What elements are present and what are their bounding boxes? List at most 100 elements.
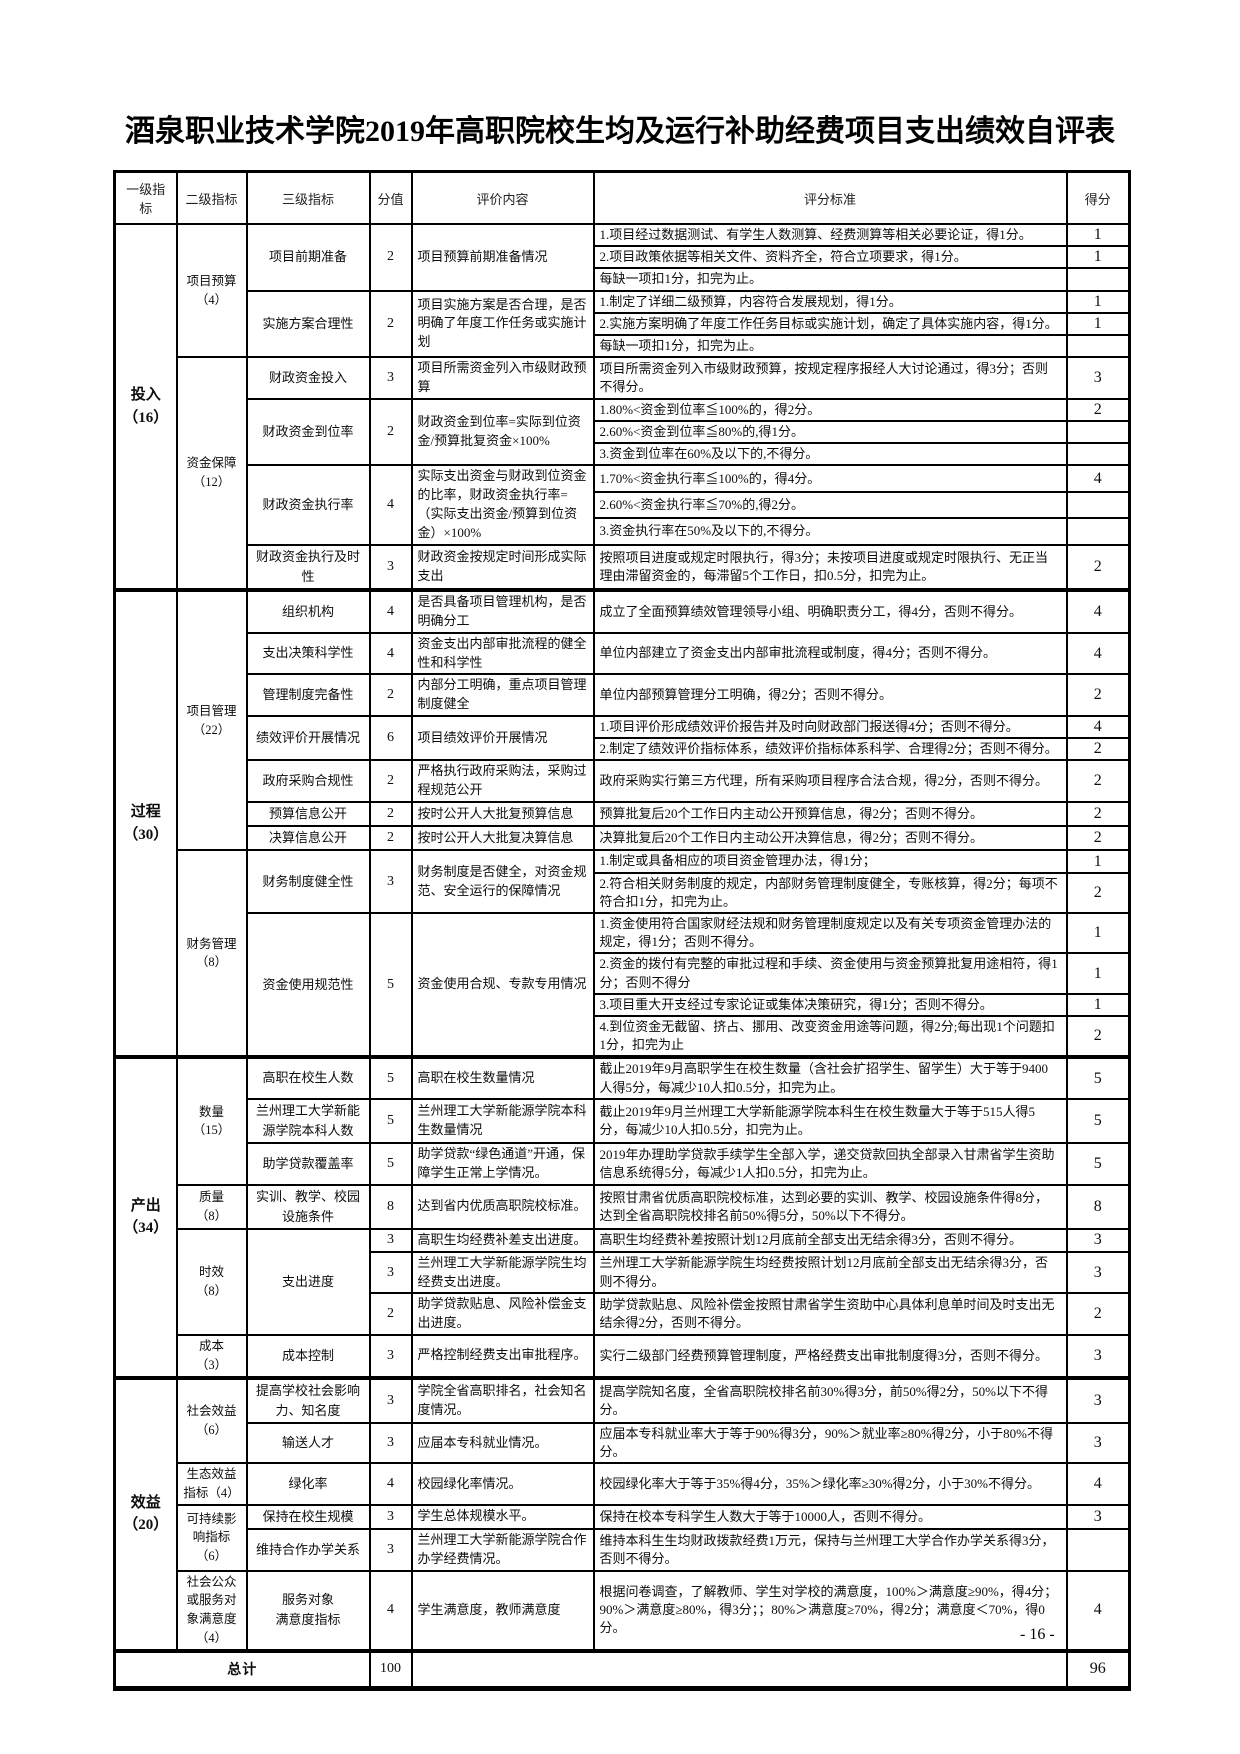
- cell: 2: [1065, 1292, 1131, 1337]
- cell: 单位内部预算管理分工明确，得2分；否则不得分。: [592, 673, 1068, 718]
- cell: 达到省内优质高职院校标准。: [410, 1183, 595, 1230]
- cell: 兰州理工大学新能源学院本科人数: [245, 1097, 371, 1144]
- cell: 2: [1065, 801, 1131, 828]
- cell: 成本 （3）: [175, 1334, 248, 1379]
- cell: 单位内部建立了资金支出内部审批流程或制度，得4分；否则不得分。: [592, 631, 1068, 676]
- table-row: 2.符合相关财务制度的规定，内部财务管理制度健全，专账核算，得2分；每项不符合扣…: [115, 871, 1131, 915]
- table-row: 政府采购合规性 2 严格执行政府采购法，采购过程规范公开 政府采购实行第三方代理，所有…: [115, 759, 1131, 804]
- cell: 2.项目政策依据等相关文件、资料齐全，符合立项要求，得1分。: [592, 245, 1068, 270]
- cell: 决算信息公开: [245, 825, 371, 852]
- cell: 5: [368, 911, 413, 1059]
- cell: 财政资金执行及时性: [245, 543, 371, 592]
- cell: 生态效益指标（4）: [175, 1462, 248, 1506]
- table-row: 财务管理（8） 财务制度健全性 3 财务制度是否健全，对资金规范、安全运行的保障情况 1…: [115, 849, 1131, 1059]
- column-header: 评价内容: [410, 170, 595, 225]
- column-header: 得分: [1065, 170, 1131, 225]
- table-row: 2.实施方案明确了年度工作任务目标或实施计划，确定了具体实施内容，得1分。 1: [115, 311, 1131, 336]
- cell: 按时公开人大批复预算信息: [410, 801, 595, 828]
- table-row: 2.60%<资金到位率≦80%的,得1分。: [115, 419, 1131, 445]
- cell: 3: [1065, 1250, 1131, 1295]
- cell: 兰州理工大学新能源学院本科生数量情况: [410, 1097, 595, 1144]
- cell: 管理制度完备性: [245, 673, 371, 718]
- table-row: 产出 （34） 数量 （15） 高职在校生人数 5 高职在校生数量情况 截止2019年9月…: [113, 1055, 1131, 1379]
- page-title: 酒泉职业技术学院2019年高职院校生均及运行补助经费项目支出绩效自评表: [125, 115, 1115, 148]
- column-header: 二级指标: [175, 170, 248, 225]
- table-row: 助学贷款覆盖率 5 助学贷款“绿色通道”开通，保障学生正常上学情况。 2019年办理助…: [115, 1141, 1131, 1186]
- cell: 支出进度: [245, 1227, 371, 1337]
- cell: 每缺一项扣1分，扣完为止。: [592, 267, 1068, 292]
- cell: 项目预算前期准备情况: [410, 223, 595, 292]
- cell: 96: [1065, 1648, 1131, 1690]
- cell: 4: [368, 631, 413, 676]
- cell: 3: [368, 1375, 413, 1424]
- cell: 预算批复后20个工作日内主动公开预算信息，得2分；否则不得分。: [592, 801, 1068, 828]
- cell: 学生总体规模水平。: [410, 1503, 595, 1530]
- cell: 8: [368, 1183, 413, 1230]
- cell: 4: [368, 464, 413, 546]
- cell: 助学贷款“绿色通道”开通，保障学生正常上学情况。: [410, 1141, 595, 1186]
- cell: 校园绿化率大于等于35%得4分，35%＞绿化率≥30%得2分，小于30%不得分。: [592, 1462, 1068, 1506]
- cell: 3: [368, 849, 413, 914]
- cell: 3: [1065, 1421, 1131, 1465]
- table-row: 生态效益指标（4） 绿化率 4 校园绿化率情况。 校园绿化率大于等于35%得4分，35%…: [115, 1462, 1131, 1506]
- cell: 效益 （20）: [113, 1375, 178, 1652]
- cell: 3.项目重大开支经过专家论证或集体决策研究，得1分；否则不得分。: [592, 992, 1068, 1017]
- table-row: 过程 （30） 项目管理 （22） 组织机构 4 是否具备项目管理机构，是否明确分工 成立…: [113, 588, 1131, 1059]
- cell: 1.项目经过数据测试、有学生人数测算、经费测算等相关必要论证，得1分。: [592, 222, 1068, 248]
- cell: 过程 （30）: [113, 588, 178, 1059]
- table-row: 支出决策科学性 4 资金支出内部审批流程的健全性和科学性 单位内部建立了资金支出内部审…: [115, 631, 1131, 676]
- table-header: 一级指标 二级指标 三级指标 分值 评价内容 评分标准 得分: [113, 170, 1131, 225]
- table-row: 时效 （8） 支出进度 3 高职生均经费补差支出进度。 高职生均经费补差按照计划12月底…: [115, 1227, 1131, 1337]
- cell: 实训、教学、校园设施条件: [245, 1183, 371, 1230]
- cell: 实施方案合理性: [245, 289, 371, 359]
- cell: 资金使用规范性: [245, 911, 371, 1059]
- cell: 2: [368, 397, 413, 467]
- cell: 资金使用合规、专款专用情况: [410, 911, 595, 1059]
- cell: 2: [368, 801, 413, 828]
- cell: 2: [368, 759, 413, 804]
- cell: 实行二级部门经费预算管理制度，严格经费支出审批制度得3分，否则不得分。: [592, 1334, 1068, 1379]
- cell: 2.制定了绩效评价指标体系，绩效评价指标体系科学、合理得2分；否则不得分。: [592, 737, 1068, 762]
- cell: 2: [1065, 673, 1131, 718]
- cell: 3: [1065, 1334, 1131, 1379]
- cell: 2.60%<资金到位率≦80%的,得1分。: [592, 419, 1068, 445]
- column-header: 评分标准: [592, 170, 1068, 225]
- table-row: 投入 （16） 项目预算 （4） 项目前期准备 2 项目预算前期准备情况 1.项目经过数据…: [113, 222, 1131, 592]
- cell: 政府采购合规性: [245, 759, 371, 804]
- cell: 是否具备项目管理机构，是否明确分工: [410, 588, 595, 634]
- table-row: 3.资金执行率在50%及以下的,不得分。: [115, 517, 1131, 546]
- cell: 兰州理工大学新能源学院生均经费支出进度。: [410, 1250, 595, 1295]
- cell: 1: [1065, 311, 1131, 336]
- cell: 3: [368, 1503, 413, 1530]
- cell: 1: [1065, 911, 1131, 955]
- cell: 5: [368, 1055, 413, 1100]
- cell: 4.到位资金无截留、挤占、挪用、改变资金用途等问题，得2分;每出现1个问题扣1分…: [592, 1014, 1068, 1059]
- table-row: 预算信息公开 2 按时公开人大批复预算信息 预算批复后20个工作日内主动公开预算信息，…: [115, 801, 1131, 828]
- table-row: 社会公众或服务对象满意度（4） 服务对象 满意度指标 4 学生满意度，教师满意度 根据问…: [115, 1569, 1131, 1652]
- cell: 5: [1065, 1055, 1131, 1100]
- cell: 3: [368, 1421, 413, 1465]
- cell: 2.实施方案明确了年度工作任务目标或实施计划，确定了具体实施内容，得1分。: [592, 311, 1068, 336]
- cell: 助学贷款覆盖率: [245, 1141, 371, 1186]
- cell: 2019年办理助学贷款手续学生全部入学，递交贷款回执全部录入甘肃省学生资助信息系…: [592, 1141, 1068, 1186]
- cell: 输送人才: [245, 1421, 371, 1465]
- cell: 高职在校生人数: [245, 1055, 371, 1100]
- cell: 3: [368, 1227, 413, 1253]
- cell: 1: [1065, 245, 1131, 270]
- cell: 2: [368, 223, 413, 292]
- cell: [1065, 517, 1131, 546]
- cell: 严格控制经费支出审批程序。: [410, 1334, 595, 1379]
- cell: 财务管理（8）: [175, 849, 248, 1059]
- column-header: 三级指标: [245, 170, 371, 225]
- cell: 内部分工明确，重点项目管理制度健全: [410, 673, 595, 718]
- cell: 成本控制: [245, 1334, 371, 1379]
- cell: 4: [1065, 631, 1131, 676]
- cell: 资金保障 （12）: [175, 356, 248, 592]
- cell: 服务对象 满意度指标: [245, 1569, 371, 1652]
- cell: 截止2019年9月高职学生在校生数量（含社会扩招学生、留学生）大于等于9400人…: [592, 1055, 1068, 1100]
- cell: 实际支出资金与财政到位资金的比率，财政资金执行率=（实际支出资金/预算到位资金）…: [410, 464, 595, 546]
- cell: 3: [1065, 356, 1131, 400]
- cell: 8: [1065, 1183, 1131, 1230]
- cell: 社会效益 （6）: [175, 1375, 248, 1465]
- cell: 高职在校生数量情况: [410, 1055, 595, 1100]
